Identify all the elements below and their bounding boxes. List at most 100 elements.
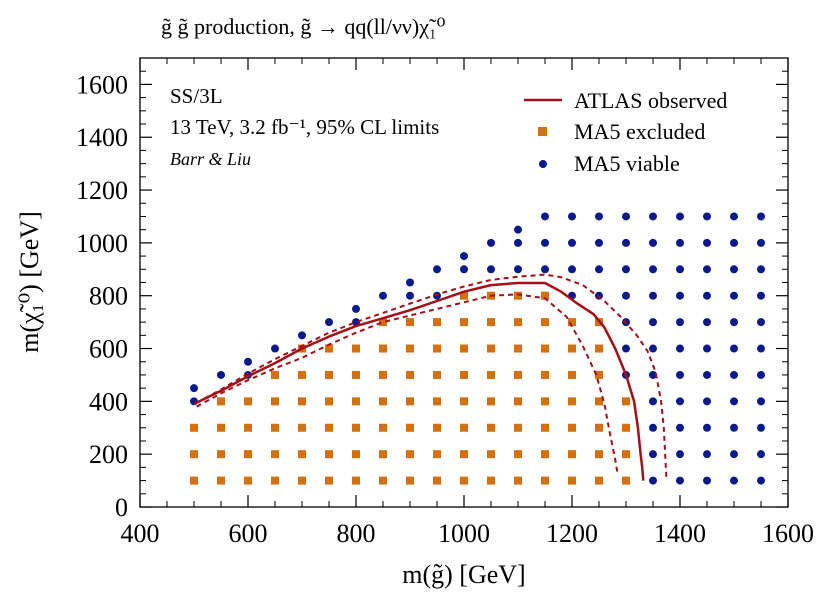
viable-point: [703, 397, 711, 406]
viable-point: [757, 318, 765, 327]
viable-point: [730, 397, 738, 406]
excluded-point: [514, 291, 522, 300]
excluded-point: [298, 450, 306, 459]
viable-point: [757, 291, 765, 300]
excluded-point: [244, 423, 252, 432]
excluded-point: [487, 450, 495, 459]
x-tick-label: 400: [121, 519, 160, 548]
excluded-point: [379, 450, 387, 459]
legend: ATLAS observed MA5 excluded MA5 viable: [524, 88, 727, 176]
excluded-point: [460, 370, 468, 379]
viable-point: [703, 476, 711, 485]
excluded-point: [433, 476, 441, 485]
viable-point: [676, 344, 684, 353]
excluded-point: [460, 344, 468, 353]
excluded-point: [325, 450, 333, 459]
viable-point: [541, 265, 549, 274]
excluded-point: [298, 423, 306, 432]
viable-point: [676, 423, 684, 432]
viable-point: [352, 304, 360, 313]
annotation-energy: 13 TeV, 3.2 fb⁻¹, 95% CL limits: [170, 115, 439, 139]
excluded-point: [595, 397, 603, 406]
viable-point: [271, 344, 279, 353]
y-tick-label: 1600: [76, 70, 128, 99]
viable-point: [649, 318, 657, 327]
excluded-point: [352, 344, 360, 353]
viable-point: [433, 291, 441, 300]
viable-point: [730, 212, 738, 221]
viable-point: [460, 252, 468, 261]
excluded-point: [487, 318, 495, 327]
viable-point: [595, 212, 603, 221]
viable-point: [730, 318, 738, 327]
excluded-point: [271, 397, 279, 406]
viable-point: [568, 238, 576, 247]
excluded-point: [568, 397, 576, 406]
excluded-point: [244, 450, 252, 459]
viable-point: [757, 265, 765, 274]
excluded-point: [487, 476, 495, 485]
viable-point: [676, 370, 684, 379]
viable-point: [703, 318, 711, 327]
viable-point: [757, 238, 765, 247]
excluded-point: [217, 450, 225, 459]
excluded-point: [460, 450, 468, 459]
excluded-point: [352, 450, 360, 459]
viable-point: [730, 450, 738, 459]
x-tick-label: 1000: [438, 519, 490, 548]
excluded-point: [406, 318, 414, 327]
viable-point: [703, 370, 711, 379]
viable-point: [730, 238, 738, 247]
excluded-point: [352, 397, 360, 406]
excluded-point: [514, 344, 522, 353]
legend-swatch-viable: [539, 160, 547, 168]
viable-point: [433, 265, 441, 274]
viable-point: [676, 397, 684, 406]
excluded-point: [298, 476, 306, 485]
annotation-authors: Barr & Liu: [170, 149, 251, 169]
excluded-point: [406, 423, 414, 432]
viable-point: [487, 265, 495, 274]
viable-point: [649, 238, 657, 247]
excluded-point: [541, 291, 549, 300]
viable-point: [703, 344, 711, 353]
viable-point: [514, 225, 522, 234]
viable-point: [703, 450, 711, 459]
excluded-point: [325, 423, 333, 432]
excluded-point: [379, 318, 387, 327]
viable-point: [244, 357, 252, 366]
y-tick-label: 800: [89, 282, 128, 311]
x-tick-label: 1400: [654, 519, 706, 548]
observed-band-curve: [196, 293, 619, 476]
excluded-point: [406, 344, 414, 353]
viable-point: [541, 238, 549, 247]
viable-point: [757, 212, 765, 221]
excluded-point: [325, 370, 333, 379]
viable-point: [676, 212, 684, 221]
y-axis-label: m(χ̃₁⁰) [GeV]: [15, 211, 44, 352]
excluded-point: [460, 423, 468, 432]
viable-point: [595, 238, 603, 247]
viable-point: [568, 212, 576, 221]
viable-point: [298, 331, 306, 340]
excluded-point: [568, 476, 576, 485]
excluded-point: [271, 370, 279, 379]
viable-point: [568, 265, 576, 274]
viable-point: [190, 384, 198, 393]
x-tick-label: 600: [229, 519, 268, 548]
excluded-point: [622, 397, 630, 406]
excluded-point: [514, 370, 522, 379]
viable-point: [649, 476, 657, 485]
excluded-point: [352, 476, 360, 485]
viable-point: [406, 278, 414, 287]
viable-point: [757, 344, 765, 353]
viable-point: [649, 450, 657, 459]
excluded-point: [541, 450, 549, 459]
viable-point: [703, 238, 711, 247]
excluded-point: [406, 450, 414, 459]
excluded-point: [595, 476, 603, 485]
excluded-point: [541, 344, 549, 353]
excluded-point: [379, 423, 387, 432]
excluded-point: [541, 423, 549, 432]
